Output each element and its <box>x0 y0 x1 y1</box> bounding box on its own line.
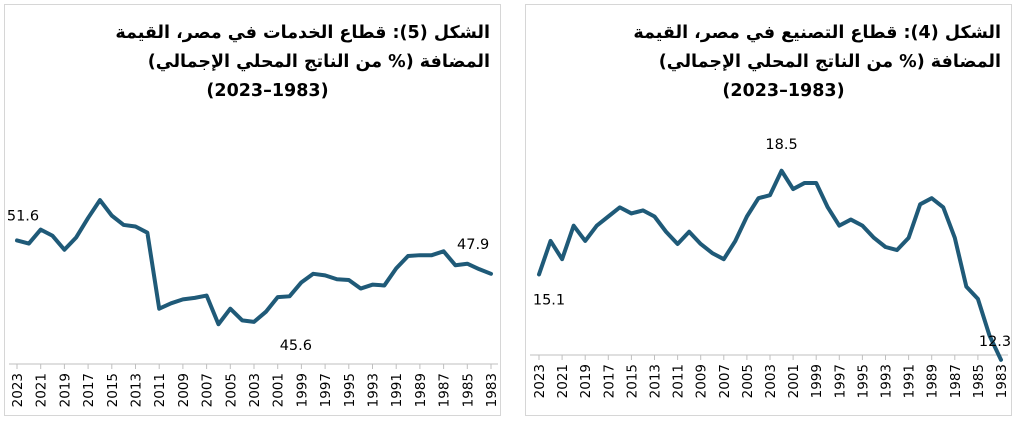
x-tick-label: 1993 <box>366 373 382 407</box>
x-tick-label: 2001 <box>786 364 802 398</box>
series-line <box>15 198 493 327</box>
x-tick-label: 1993 <box>879 364 895 398</box>
x-tick-label: 2005 <box>223 373 239 407</box>
manufacturing-line-chart: 2023 2021 2019 2017 2015 2013 2011 2009 2007 2005… <box>530 137 1011 398</box>
x-tick-label: 1991 <box>902 364 918 398</box>
data-label: 12.3 <box>979 334 1011 350</box>
chart-title-line-3: (1983–2023) <box>206 81 329 101</box>
chart-title-line-1: الشكل (4): قطاع التصنيع في مصر، القيمة <box>633 23 1001 43</box>
x-tick-label: 2003 <box>247 373 263 407</box>
x-tick-label: 1997 <box>832 364 848 398</box>
x-tick-label: 1983 <box>994 364 1010 398</box>
data-label: 47.9 <box>457 237 489 253</box>
x-tick-label: 1987 <box>437 373 453 407</box>
data-label: 51.6 <box>7 208 39 224</box>
x-tick-label: 1995 <box>342 373 358 407</box>
x-tick-label: 2023 <box>532 364 548 398</box>
x-tick-label: 2019 <box>57 373 73 407</box>
x-tick-label: 2017 <box>81 373 97 407</box>
x-tick-label: 2011 <box>671 364 687 398</box>
x-tick-label: 2009 <box>176 373 192 407</box>
chart-title-line-3: (1983–2023) <box>722 81 845 101</box>
x-tick-label: 2023 <box>10 373 26 407</box>
x-tick-label: 2013 <box>129 373 145 407</box>
x-tick-label: 2019 <box>578 364 594 398</box>
chart-title-line-2: المضافة (% من الناتج المحلي الإجمالي) <box>147 52 490 72</box>
x-tick-label: 1991 <box>389 373 405 407</box>
services-chart-panel: الشكل (5): قطاع الخدمات في مصر، القيمة ا… <box>4 4 501 416</box>
chart-title-line-2: المضافة (% من الناتج المحلي الإجمالي) <box>658 52 1001 72</box>
x-tick-label: 2015 <box>624 364 640 398</box>
x-tick-label: 2005 <box>740 364 756 398</box>
data-label: 15.1 <box>533 292 565 308</box>
services-line-chart: 2023 2021 2019 2017 2015 2013 2011 2009 2007 2005… <box>7 198 500 407</box>
x-tick-label: 2015 <box>105 373 121 407</box>
x-tick-label: 2007 <box>200 373 216 407</box>
x-tick-label: 2011 <box>152 373 168 407</box>
data-label: 45.6 <box>280 338 312 354</box>
x-tick-label: 2013 <box>648 364 664 398</box>
x-tick-label: 2021 <box>34 373 50 407</box>
manufacturing-chart-panel: الشكل (4): قطاع التصنيع في مصر، القيمة ا… <box>525 4 1012 416</box>
x-tick-label: 1989 <box>925 364 941 398</box>
x-tick-label: 2003 <box>763 364 779 398</box>
x-tick-label: 2007 <box>717 364 733 398</box>
x-tick-label: 1999 <box>809 364 825 398</box>
x-tick-label: 1985 <box>460 373 476 407</box>
x-tick-label: 1997 <box>318 373 334 407</box>
x-tick-label: 1987 <box>948 364 964 398</box>
x-tick-label: 1989 <box>413 373 429 407</box>
chart-title-line-1: الشكل (5): قطاع الخدمات في مصر، القيمة <box>115 23 490 43</box>
x-tick-label: 2001 <box>271 373 287 407</box>
x-tick-label: 1999 <box>294 373 310 407</box>
series-line <box>537 168 1003 362</box>
x-tick-label: 1983 <box>484 373 500 407</box>
chart-title: الشكل (4): قطاع التصنيع في مصر، القيمة ا… <box>536 19 1001 106</box>
x-tick-label: 2009 <box>694 364 710 398</box>
data-label: 18.5 <box>765 137 797 153</box>
x-tick-label: 1985 <box>971 364 987 398</box>
x-tick-label: 2017 <box>601 364 617 398</box>
x-tick-label: 2021 <box>555 364 571 398</box>
chart-title: الشكل (5): قطاع الخدمات في مصر، القيمة ا… <box>15 19 490 106</box>
x-tick-label: 1995 <box>855 364 871 398</box>
